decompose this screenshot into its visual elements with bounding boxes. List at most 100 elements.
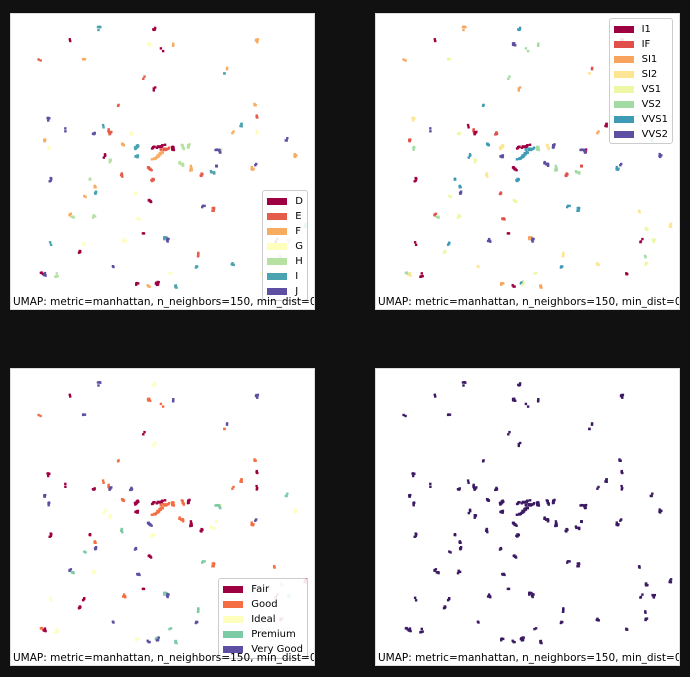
scatter-point <box>43 495 46 498</box>
scatter-point <box>93 540 97 543</box>
scatter-point <box>562 610 565 613</box>
scatter-point <box>165 594 169 597</box>
scatter-point <box>223 427 226 431</box>
legend-label: Fair <box>251 584 270 595</box>
scatter-point <box>109 131 112 135</box>
scatter-point <box>500 281 503 285</box>
scatter-point <box>433 568 436 572</box>
scatter-point <box>457 488 460 491</box>
scatter-point <box>507 587 511 591</box>
scatter-point <box>668 225 671 228</box>
scatter-point <box>519 441 522 445</box>
scatter-point <box>531 595 534 599</box>
scatter-point <box>232 485 235 489</box>
scatter-point <box>47 119 50 122</box>
scatter-point <box>412 472 415 475</box>
scatter-point <box>121 498 124 501</box>
scatter-point <box>554 169 557 172</box>
scatter-point <box>526 49 530 53</box>
scatter-point <box>142 232 146 235</box>
scatter-point <box>211 565 214 568</box>
scatter-point <box>429 127 432 130</box>
legend-label: D <box>295 196 303 207</box>
scatter-point <box>94 186 97 189</box>
scatter-point <box>507 232 511 235</box>
scatter-point <box>88 533 92 536</box>
scatter-point <box>498 146 502 149</box>
scatter-point <box>408 140 411 143</box>
scatter-point <box>209 169 213 173</box>
scatter-point <box>402 58 405 61</box>
scatter-point <box>651 238 654 241</box>
scatter-point <box>514 556 518 559</box>
scatter-point <box>231 262 234 265</box>
legend-label: E <box>295 211 302 222</box>
scatter-point <box>56 630 59 633</box>
scatter-point <box>56 274 59 278</box>
scatter-point <box>448 241 451 244</box>
scatter-point <box>166 148 169 151</box>
scatter-point <box>407 273 411 277</box>
scatter-point <box>133 501 137 505</box>
scatter-point <box>49 532 52 535</box>
legend-label: G <box>295 241 303 252</box>
scatter-point <box>83 597 86 600</box>
scatter-point <box>150 158 154 161</box>
scatter-point <box>256 393 260 397</box>
scatter-point <box>472 128 475 131</box>
legend-item: VS1 <box>613 82 668 97</box>
scatter-point <box>446 58 450 61</box>
scatter-point <box>458 570 462 574</box>
scatter-point <box>562 254 565 257</box>
scatter-point <box>225 68 229 71</box>
scatter-point <box>562 252 565 255</box>
scatter-point <box>515 524 518 527</box>
legend-label: SI2 <box>641 69 658 80</box>
legend-label: I1 <box>641 24 651 35</box>
scatter-point <box>644 582 648 585</box>
scatter-point <box>646 228 649 231</box>
scatter-point <box>123 595 127 598</box>
scatter-point <box>44 274 47 277</box>
scatter-point <box>152 87 155 90</box>
scatter-point <box>134 147 137 151</box>
legend-item: VS2 <box>613 97 668 112</box>
scatter-point <box>92 214 95 217</box>
scatter-point <box>458 540 462 543</box>
scatter-plot-clarity <box>402 25 673 289</box>
scatter-point <box>232 130 235 133</box>
scatter-point <box>151 535 154 538</box>
scatter-point <box>146 397 150 401</box>
scatter-point <box>531 148 534 151</box>
scatter-point <box>473 161 476 164</box>
scatter-point <box>253 459 256 462</box>
scatter-point <box>171 501 175 504</box>
scatter-point <box>122 593 126 596</box>
scatter-point <box>487 593 491 596</box>
scatter-point <box>40 271 43 274</box>
scatter-point <box>456 572 460 575</box>
scatter-point <box>284 494 287 498</box>
scatter-point <box>153 26 157 30</box>
scatter-point <box>566 560 570 563</box>
scatter-point <box>157 510 161 513</box>
scatter-point <box>37 413 40 417</box>
scatter-point <box>78 250 81 253</box>
scatter-point <box>162 148 165 152</box>
legend-item: Very Good <box>223 642 303 657</box>
scatter-point <box>135 281 138 285</box>
scatter-point <box>68 213 71 216</box>
scatter-point <box>135 637 138 640</box>
scatter-point <box>433 393 436 396</box>
scatter-point <box>457 569 460 572</box>
legend-item: G <box>267 239 303 254</box>
scatter-point <box>273 566 276 569</box>
scatter-point <box>97 28 100 32</box>
scatter-point <box>561 265 564 268</box>
scatter-point <box>649 494 652 498</box>
scatter-point <box>467 481 470 484</box>
scatter-point <box>419 275 422 278</box>
scatter-point <box>596 132 599 135</box>
scatter-point <box>156 154 159 157</box>
scatter-point <box>167 502 171 505</box>
